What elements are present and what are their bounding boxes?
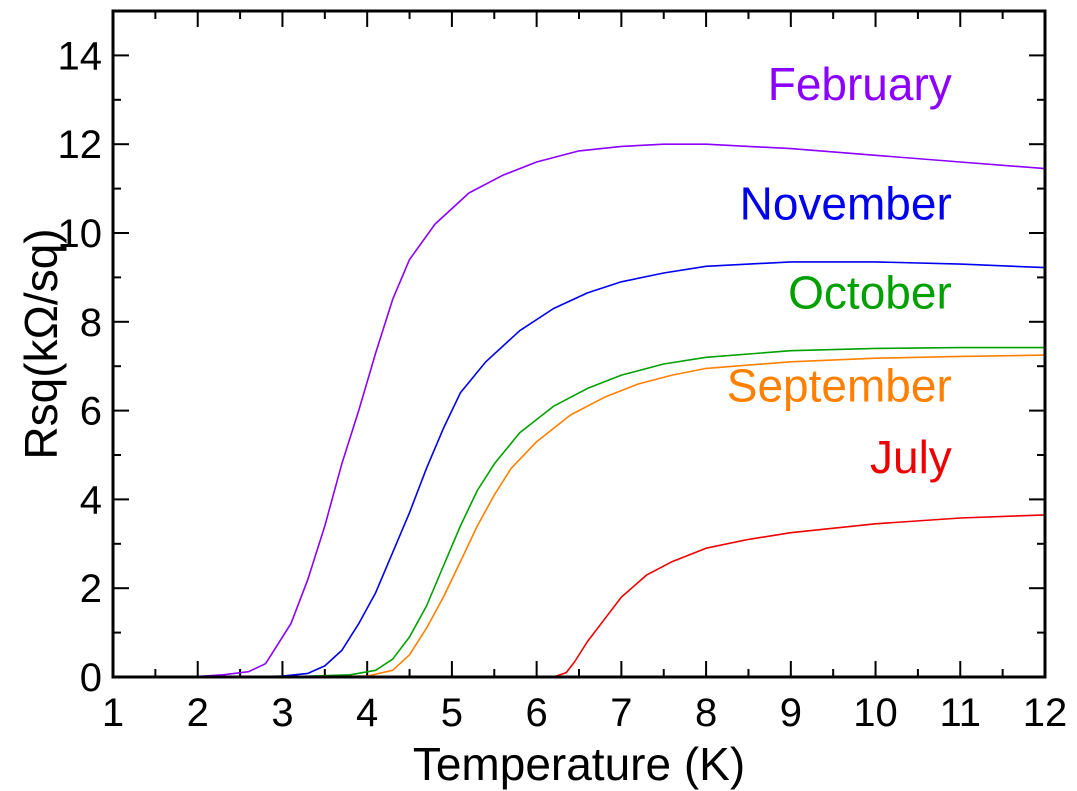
series-label-november: November bbox=[740, 178, 952, 230]
series-label-february: February bbox=[768, 58, 952, 110]
plot-frame bbox=[111, 9, 1047, 679]
y-tick-label: 4 bbox=[80, 478, 102, 522]
series-annotations: February November October September July bbox=[727, 58, 952, 483]
y-tick-label: 6 bbox=[80, 390, 102, 434]
x-tick-label: 12 bbox=[1023, 691, 1068, 735]
y-tick-label: 8 bbox=[80, 301, 102, 345]
y-tick-label: 10 bbox=[58, 212, 103, 256]
y-axis-label: Rsq(kΩ/sq) bbox=[15, 228, 67, 459]
x-tick-label: 6 bbox=[526, 691, 548, 735]
y-tick-label: 0 bbox=[80, 656, 102, 700]
y-tick-label: 12 bbox=[58, 123, 103, 167]
series-label-october: October bbox=[788, 266, 952, 318]
x-tick-label: 1 bbox=[102, 691, 124, 735]
y-tick-label: 2 bbox=[80, 567, 102, 611]
y-tick-label: 14 bbox=[58, 34, 103, 78]
y-tick-labels: 0 2 4 6 8 10 12 14 bbox=[58, 34, 103, 700]
x-tick-label: 3 bbox=[271, 691, 293, 735]
series-label-september: September bbox=[727, 360, 952, 412]
x-tick-label: 7 bbox=[610, 691, 632, 735]
x-tick-label: 2 bbox=[187, 691, 209, 735]
x-tick-label: 4 bbox=[356, 691, 378, 735]
x-tick-label: 8 bbox=[695, 691, 717, 735]
series-line-october bbox=[189, 346, 1045, 678]
series-line-september bbox=[189, 354, 1046, 678]
x-tick-labels: 1 2 3 4 5 6 7 8 9 10 11 12 bbox=[102, 691, 1067, 735]
x-tick-label: 10 bbox=[853, 691, 898, 735]
x-tick-label: 9 bbox=[780, 691, 802, 735]
series-label-july: July bbox=[870, 431, 952, 483]
x-tick-label: 11 bbox=[940, 691, 982, 735]
series-line-november bbox=[189, 261, 1046, 678]
series-line-february bbox=[189, 143, 1046, 678]
x-tick-label: 5 bbox=[441, 691, 463, 735]
x-axis-label: Temperature (K) bbox=[413, 738, 745, 790]
